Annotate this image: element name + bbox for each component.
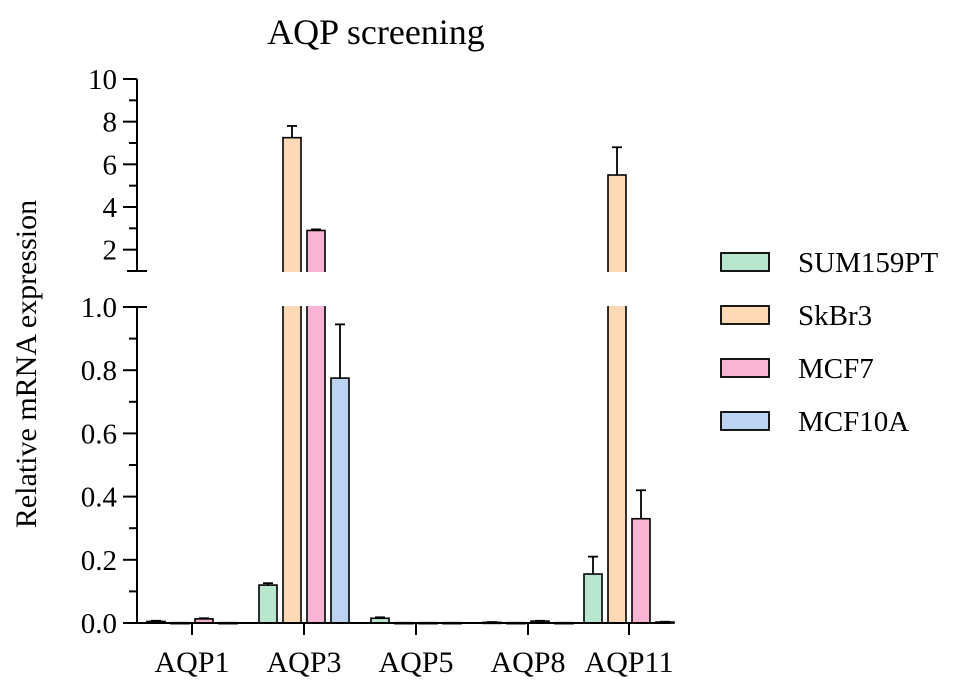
- y-tick-label-upper: 6: [103, 149, 118, 181]
- legend-label-skbr3: SkBr3: [798, 300, 872, 332]
- legend-label-mcf10a: MCF10A: [798, 406, 909, 438]
- bar-mcf7-aqp11: [631, 517, 651, 624]
- y-tick-label-upper: 10: [88, 64, 117, 96]
- x-tick-label-aqp5: AQP5: [378, 646, 453, 679]
- bar-mcf10a-aqp3: [330, 377, 350, 624]
- y-tick-label-upper: 8: [103, 107, 118, 139]
- y-tick-label-lower: 0.6: [81, 418, 117, 450]
- bar-mcf7-aqp3-upper: [306, 229, 326, 278]
- bar-mcf7-aqp3-lower: [306, 300, 326, 624]
- y-tick-label-lower: 0.0: [81, 608, 117, 640]
- legend-swatch-mcf10a: [720, 411, 770, 431]
- y-tick-label-upper: 4: [103, 192, 118, 224]
- bar-skbr3-aqp11-lower: [607, 300, 627, 624]
- legend-swatch-sum159pt: [720, 252, 770, 272]
- axis-break-gap: [138, 272, 671, 306]
- legend-swatch-skbr3: [720, 305, 770, 325]
- bar-skbr3-aqp3-lower: [282, 300, 302, 624]
- bar-skbr3-aqp11-upper: [607, 174, 627, 278]
- y-tick-label-lower: 0.4: [81, 482, 118, 514]
- y-tick-label-lower: 0.8: [81, 355, 117, 387]
- bar-sum159pt-aqp11: [583, 573, 603, 624]
- y-tick-label-lower: 1.0: [81, 292, 117, 324]
- y-axis-label: Relative mRNA expression: [10, 200, 43, 528]
- x-tick-label-aqp1: AQP1: [154, 646, 229, 679]
- bar-sum159pt-aqp3: [258, 584, 278, 624]
- plot-area: 0.0 0.2 0.4 0.6 0.8 1.0 2 4 6 8 10 AQP1 AQP3 AQP5 AQP8…: [81, 64, 675, 679]
- legend-label-sum159pt: SUM159PT: [798, 247, 938, 279]
- y-tick-label-lower: 0.2: [81, 545, 117, 577]
- y-tick-label-upper: 2: [103, 235, 118, 267]
- legend: SUM159PT SkBr3 MCF7 MCF10A: [720, 247, 938, 438]
- x-tick-label-aqp11: AQP11: [585, 646, 674, 679]
- x-tick-label-aqp8: AQP8: [490, 646, 565, 679]
- x-tick-label-aqp3: AQP3: [266, 646, 341, 679]
- legend-swatch-mcf7: [720, 358, 770, 378]
- chart-title: AQP screening: [267, 12, 485, 52]
- legend-label-mcf7: MCF7: [798, 353, 874, 385]
- bar-skbr3-aqp3-upper: [282, 136, 302, 278]
